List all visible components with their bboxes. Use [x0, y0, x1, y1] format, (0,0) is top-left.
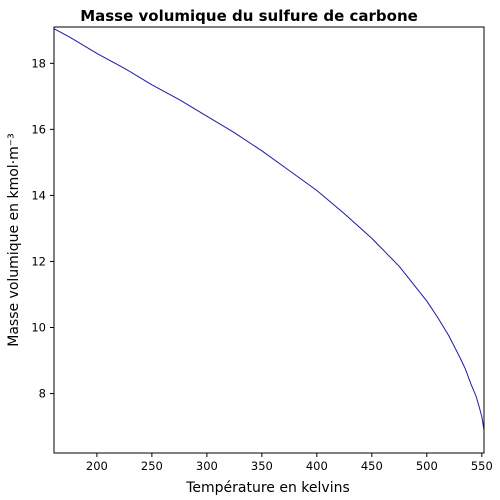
x-tick-label: 350 [251, 459, 273, 473]
x-axis-label: Température en kelvins [185, 480, 350, 496]
y-tick-label: 12 [31, 254, 46, 268]
y-tick-label: 18 [31, 56, 46, 70]
x-axis: 200 250 300 350 400 450 500 550 [86, 453, 493, 473]
x-tick-label: 200 [86, 459, 108, 473]
y-tick-label: 14 [31, 188, 46, 202]
y-tick-label: 10 [31, 321, 46, 335]
x-tick-label: 400 [306, 459, 328, 473]
x-tick-label: 300 [196, 459, 218, 473]
x-tick-label: 250 [141, 459, 163, 473]
x-tick-label: 450 [361, 459, 383, 473]
plot-frame [53, 26, 485, 454]
plot-area [53, 28, 485, 430]
x-tick-label: 550 [471, 459, 493, 473]
y-tick-label: 16 [31, 122, 46, 136]
density-curve [53, 28, 485, 430]
y-axis: 8 10 12 14 16 18 [31, 56, 54, 401]
chart-title: Masse volumique du sulfure de carbone [80, 7, 418, 25]
y-tick-label: 8 [39, 387, 46, 401]
x-tick-label: 500 [416, 459, 438, 473]
y-axis-label: Masse volumique en kmol·m⁻³ [6, 133, 22, 347]
